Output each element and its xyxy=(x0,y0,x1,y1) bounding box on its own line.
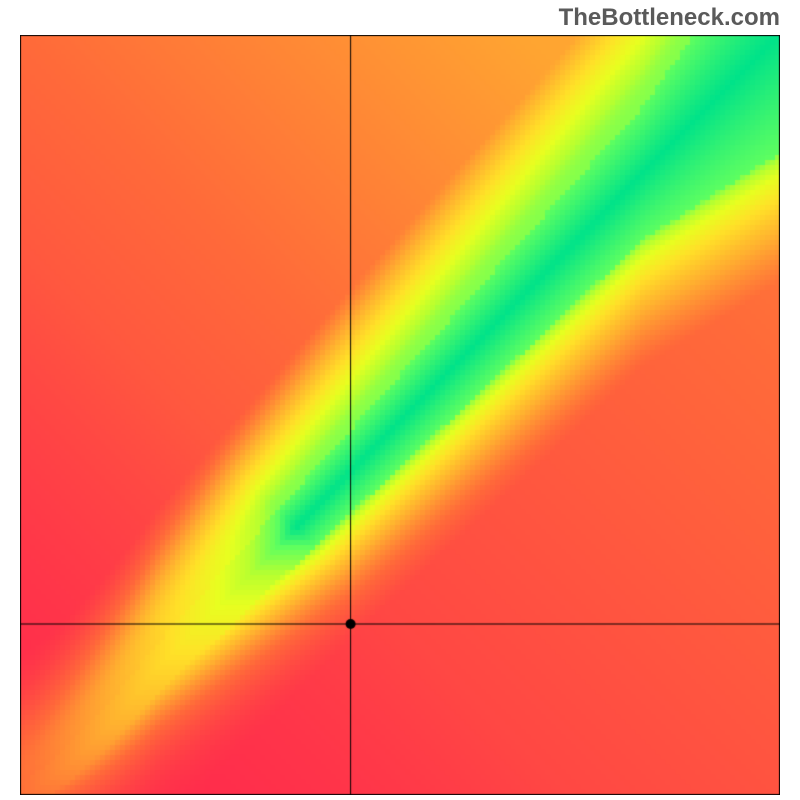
watermark-label: TheBottleneck.com xyxy=(559,4,780,32)
heatmap-panel xyxy=(20,35,780,795)
bottleneck-heatmap xyxy=(20,35,780,795)
chart-container: TheBottleneck.com xyxy=(0,0,800,800)
